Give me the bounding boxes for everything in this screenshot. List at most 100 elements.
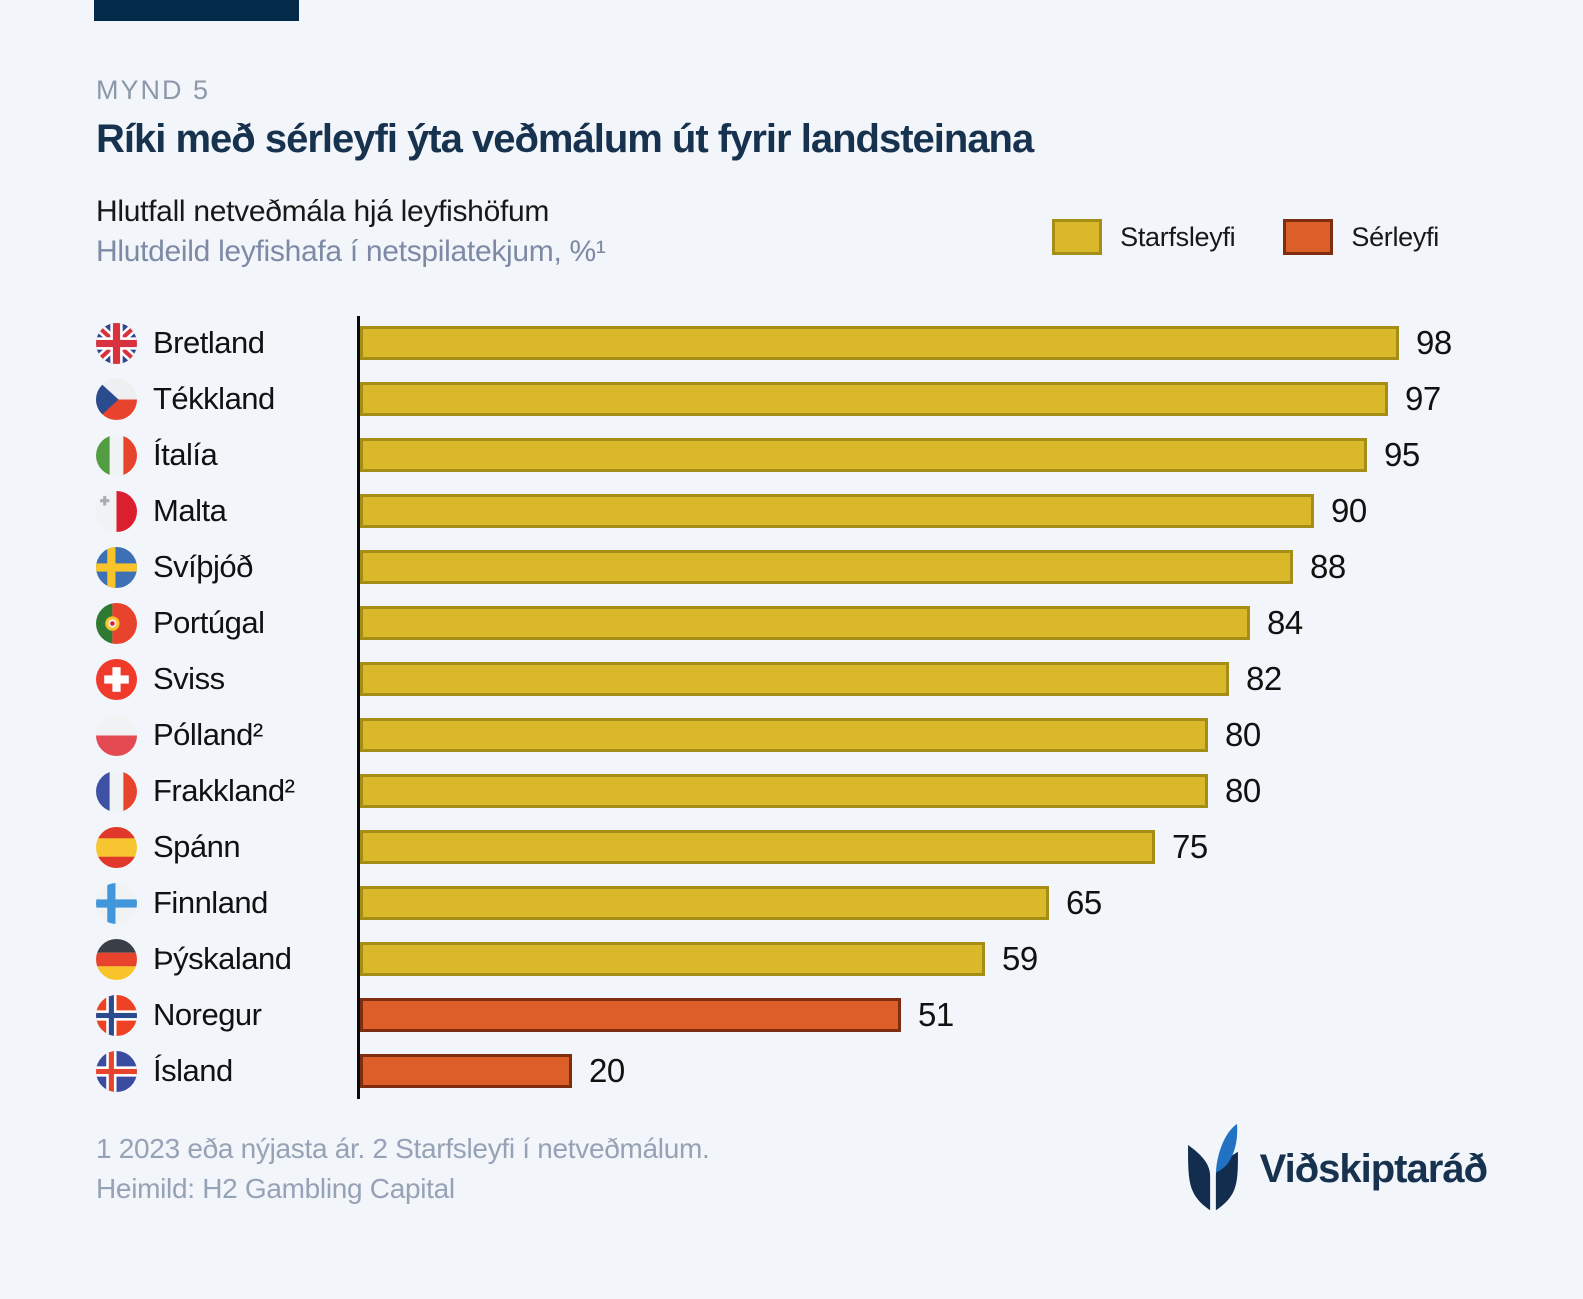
flag-icon-is bbox=[96, 1050, 137, 1092]
chart-row: Svíþjóð 88 bbox=[96, 546, 1487, 588]
bar-value: 82 bbox=[1246, 660, 1282, 697]
vidskiptarad-logo-text: Viðskiptaráð bbox=[1259, 1146, 1488, 1191]
flag-icon-it bbox=[96, 434, 137, 476]
flag-icon-de bbox=[96, 938, 137, 980]
flag-icon-no bbox=[96, 994, 137, 1036]
row-label: Tékkland bbox=[96, 378, 360, 420]
row-label: Bretland bbox=[96, 322, 360, 364]
row-label: Spánn bbox=[96, 826, 360, 868]
row-label: Ítalía bbox=[96, 434, 360, 476]
flag-icon-fr bbox=[96, 770, 137, 812]
country-label: Frakkland² bbox=[153, 773, 295, 808]
bar-starfsleyfi bbox=[360, 662, 1229, 696]
country-label: Svíþjóð bbox=[153, 549, 253, 584]
country-label: Noregur bbox=[153, 997, 262, 1032]
bar-value: 95 bbox=[1384, 436, 1420, 473]
row-label: Finnland bbox=[96, 882, 360, 924]
bar-starfsleyfi bbox=[360, 494, 1314, 528]
footnote-2: Heimild: H2 Gambling Capital bbox=[96, 1173, 455, 1204]
legend-swatch-serleyfi bbox=[1283, 219, 1334, 255]
top-accent-bar bbox=[94, 0, 299, 21]
flag-icon-gb bbox=[96, 322, 137, 364]
infographic: MYND 5 Ríki með sérleyfi ýta veðmálum út… bbox=[96, 75, 1488, 1217]
bar-starfsleyfi bbox=[360, 606, 1250, 640]
chart-row: Ítalía 95 bbox=[96, 434, 1487, 476]
chart-row: Pólland² 80 bbox=[96, 714, 1487, 756]
bar-starfsleyfi bbox=[360, 438, 1367, 472]
bar-value: 98 bbox=[1416, 324, 1452, 361]
subtitle-primary: Hlutfall netveðmála hjá leyfishöfum bbox=[96, 195, 550, 228]
bar-starfsleyfi bbox=[360, 886, 1049, 920]
row-label: Malta bbox=[96, 490, 360, 532]
row-label: Sviss bbox=[96, 658, 360, 700]
footer: 1 2023 eða nýjasta ár. 2 Starfsleyfi í n… bbox=[96, 1121, 1488, 1217]
bar-value: 90 bbox=[1331, 492, 1367, 529]
footnote-1: 1 2023 eða nýjasta ár. 2 Starfsleyfi í n… bbox=[96, 1133, 710, 1164]
bar-starfsleyfi bbox=[360, 774, 1208, 808]
chart-legend: Starfsleyfi Sérleyfi bbox=[1052, 219, 1487, 255]
flag-icon-cz bbox=[96, 378, 137, 420]
subtitle-legend-row: Hlutfall netveðmála hjá leyfishöfum Hlut… bbox=[96, 192, 1487, 272]
bar-starfsleyfi bbox=[360, 718, 1208, 752]
country-label: Spánn bbox=[153, 829, 241, 864]
subtitles: Hlutfall netveðmála hjá leyfishöfum Hlut… bbox=[96, 192, 606, 272]
chart-row: Þýskaland 59 bbox=[96, 938, 1487, 980]
flag-icon-mt bbox=[96, 490, 137, 532]
bar-value: 20 bbox=[589, 1052, 625, 1089]
country-label: Þýskaland bbox=[153, 941, 292, 976]
row-label: Pólland² bbox=[96, 714, 360, 756]
chart-row: Noregur 51 bbox=[96, 994, 1487, 1036]
flag-icon-es bbox=[96, 826, 137, 868]
bar-value: 51 bbox=[918, 996, 954, 1033]
bar-value: 84 bbox=[1267, 604, 1303, 641]
bar-starfsleyfi bbox=[360, 382, 1388, 416]
chart-row: Portúgal 84 bbox=[96, 602, 1487, 644]
chart-row: Ísland 20 bbox=[96, 1050, 1487, 1092]
figure-number: MYND 5 bbox=[96, 75, 211, 105]
flag-icon-ch bbox=[96, 658, 137, 700]
chart-row: Sviss 82 bbox=[96, 658, 1487, 700]
country-label: Bretland bbox=[153, 325, 265, 360]
legend-swatch-starfsleyfi bbox=[1052, 219, 1103, 255]
country-label: Ítalía bbox=[153, 437, 218, 472]
bar-starfsleyfi bbox=[360, 942, 985, 976]
bar-starfsleyfi bbox=[360, 326, 1399, 360]
country-label: Portúgal bbox=[153, 605, 265, 640]
country-label: Finnland bbox=[153, 885, 268, 920]
vidskiptarad-logo: Viðskiptaráð bbox=[1184, 1121, 1488, 1217]
bar-value: 65 bbox=[1066, 884, 1102, 921]
vidskiptarad-logo-icon bbox=[1187, 1123, 1238, 1211]
country-label: Malta bbox=[153, 493, 227, 528]
country-label: Pólland² bbox=[153, 717, 263, 752]
chart-row: Tékkland 97 bbox=[96, 378, 1487, 420]
subtitle-secondary: Hlutdeild leyfishafa í netspilatekjum, %… bbox=[96, 235, 606, 268]
bar-value: 80 bbox=[1225, 716, 1261, 753]
bar-value: 75 bbox=[1172, 828, 1208, 865]
bar-value: 59 bbox=[1002, 940, 1038, 977]
flag-icon-pt bbox=[96, 602, 137, 644]
flag-icon-se bbox=[96, 546, 137, 588]
country-label: Tékkland bbox=[153, 381, 275, 416]
chart-row: Malta 90 bbox=[96, 490, 1487, 532]
legend-label-serleyfi: Sérleyfi bbox=[1351, 221, 1439, 252]
bar-starfsleyfi bbox=[360, 550, 1293, 584]
row-label: Frakkland² bbox=[96, 770, 360, 812]
row-label: Þýskaland bbox=[96, 938, 360, 980]
chart-row: Spánn 75 bbox=[96, 826, 1487, 868]
row-label: Ísland bbox=[96, 1050, 360, 1092]
legend-label-starfsleyfi: Starfsleyfi bbox=[1120, 221, 1236, 252]
footnotes: 1 2023 eða nýjasta ár. 2 Starfsleyfi í n… bbox=[96, 1129, 710, 1209]
row-label: Portúgal bbox=[96, 602, 360, 644]
country-label: Sviss bbox=[153, 661, 225, 696]
page-title: Ríki með sérleyfi ýta veðmálum út fyrir … bbox=[96, 117, 1034, 161]
bar-chart: Bretland 98 Tékkland 97 Ítalía 95 Malta 90 S… bbox=[96, 316, 1487, 1099]
bar-value: 88 bbox=[1310, 548, 1346, 585]
y-axis-line bbox=[357, 316, 360, 1099]
country-label: Ísland bbox=[153, 1053, 233, 1088]
flag-icon-pl bbox=[96, 714, 137, 756]
chart-row: Bretland 98 bbox=[96, 322, 1487, 364]
chart-row: Finnland 65 bbox=[96, 882, 1487, 924]
chart-row: Frakkland² 80 bbox=[96, 770, 1487, 812]
row-label: Svíþjóð bbox=[96, 546, 360, 588]
row-label: Noregur bbox=[96, 994, 360, 1036]
